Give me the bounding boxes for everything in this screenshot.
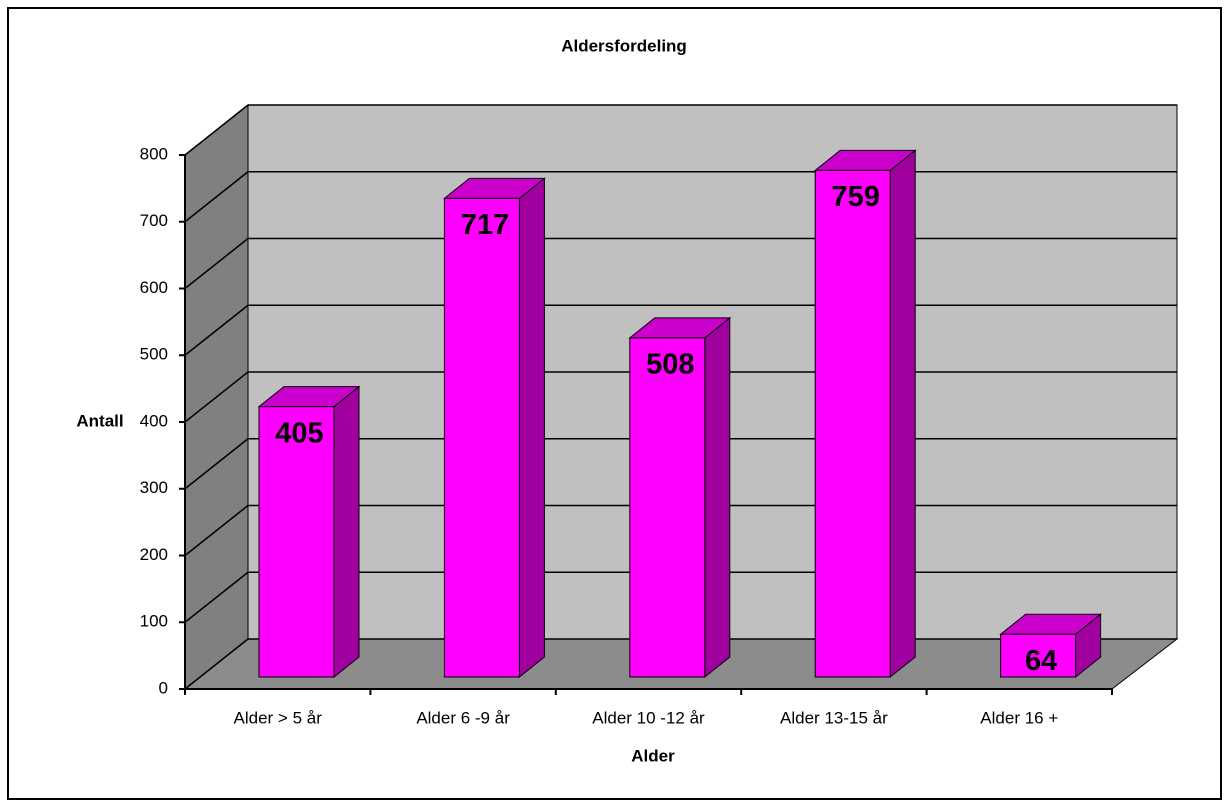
grid-line-side xyxy=(184,237,249,290)
bar xyxy=(1000,633,1077,678)
grid-line-side xyxy=(184,438,249,490)
value-label: 64 xyxy=(1025,645,1057,677)
x-axis-label: Alder xyxy=(631,746,675,765)
bar xyxy=(443,197,520,678)
y-tick-label: 400 xyxy=(140,411,168,430)
x-tick-label: Alder 6 -9 år xyxy=(416,708,510,727)
y-tick-label: 300 xyxy=(140,478,168,497)
bar-side xyxy=(889,149,916,679)
grid-line-side xyxy=(184,104,249,156)
y-axis-label: Antall xyxy=(76,411,123,430)
bar-side xyxy=(518,177,545,679)
chart-title: Aldersfordeling xyxy=(561,36,687,55)
y-tick-label: 600 xyxy=(140,278,168,297)
value-label: 405 xyxy=(275,417,323,449)
value-label: 759 xyxy=(832,181,880,213)
grid-line-side xyxy=(184,371,249,423)
y-tick-label: 0 xyxy=(159,678,168,697)
grid-line-side xyxy=(184,504,249,557)
bar-side xyxy=(333,385,360,679)
x-tick-label: Alder 10 -12 år xyxy=(592,708,705,727)
y-tick-label: 800 xyxy=(140,144,168,163)
x-tick-label: Alder > 5 år xyxy=(234,708,323,727)
grid-line-side xyxy=(184,304,249,356)
y-tick-label: 500 xyxy=(140,345,168,364)
x-tick-label: Alder 16 + xyxy=(980,708,1058,727)
y-tick-label: 700 xyxy=(140,211,168,230)
value-label: 508 xyxy=(646,349,694,381)
grid-line-side xyxy=(184,638,249,690)
grid-line-side xyxy=(184,171,249,223)
bar xyxy=(629,337,706,678)
bar xyxy=(814,169,891,678)
value-label: 717 xyxy=(461,209,509,241)
y-tick-label: 200 xyxy=(140,545,168,564)
x-tick-label: Alder 13-15 år xyxy=(780,708,888,727)
bar xyxy=(258,406,335,678)
y-tick-label: 100 xyxy=(140,612,168,631)
bar-side xyxy=(704,316,731,679)
grid-line-side xyxy=(184,571,249,623)
